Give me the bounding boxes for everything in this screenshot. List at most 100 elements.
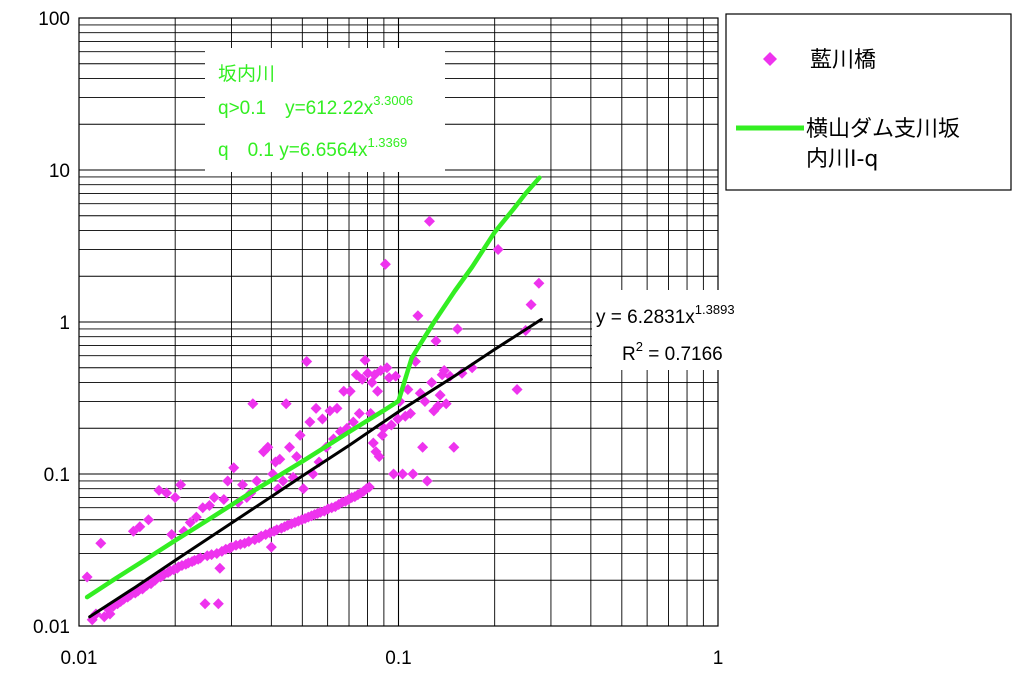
scatter-point (388, 468, 400, 480)
green-equation-2: q 0.1 y=6.6564x1.3369 (218, 135, 407, 161)
y-tick-label: 1 (59, 313, 70, 334)
scatter-point (432, 400, 444, 412)
x-tick-label: 1 (713, 648, 724, 669)
y-tick-labels: 0.01 0.1 1 10 100 (33, 9, 70, 638)
legend-label-sakauchi-line1: 横山ダム支川坂 (806, 117, 960, 142)
scatter-point (197, 502, 209, 514)
scatter-point (359, 354, 371, 366)
scatter-point (533, 277, 545, 289)
scatter-point (247, 398, 259, 410)
regression-r2: R2 = 0.7166 (622, 339, 723, 365)
y-tick-label: 100 (38, 9, 70, 30)
scatter-point (367, 437, 379, 449)
scatter-point (249, 534, 261, 546)
y-tick-label: 10 (49, 161, 70, 182)
scatter-point (304, 416, 316, 428)
scatter-point (277, 475, 289, 487)
regression-r2-value: = 0.7166 (643, 344, 723, 365)
scatter-point (294, 429, 306, 441)
scatter-point (492, 243, 504, 255)
scatter-point (344, 385, 356, 397)
x-tick-labels: 0.01 0.1 1 (61, 648, 724, 669)
scatter-point (203, 500, 215, 512)
green-annotation-box (205, 48, 445, 172)
green-equation-1-base: q>0.1 y=612.22x (218, 98, 374, 119)
y-tick-label: 0.1 (44, 465, 70, 486)
scatter-point (218, 493, 230, 505)
scatter-point (426, 376, 438, 388)
y-tick-label: 0.01 (33, 617, 70, 638)
scatter-point (356, 373, 368, 385)
scatter-point (390, 370, 402, 382)
scatter-point (421, 475, 433, 487)
scatter-point (274, 453, 286, 465)
scatter-point (166, 528, 178, 540)
scatter-point (95, 537, 107, 549)
scatter-point (310, 402, 322, 414)
scatter-point (81, 571, 93, 583)
scatter-point (237, 479, 249, 491)
scatter-point (175, 479, 187, 491)
scatter-point (448, 441, 460, 453)
green-equation-1-exponent: 3.3006 (373, 93, 413, 108)
scatter-point (440, 398, 452, 410)
regression-equation-base: y = 6.2831x (596, 307, 695, 328)
scatter-point (381, 362, 393, 374)
scatter-point (430, 335, 442, 347)
regression-line (88, 317, 543, 619)
sakauchi-iq-line (84, 175, 542, 600)
x-tick-label: 0.01 (61, 648, 98, 669)
regression-equation: y = 6.2831x1.3893 (596, 302, 735, 328)
scatter-point (407, 468, 419, 480)
series-layer (81, 175, 545, 626)
scatter-point (417, 441, 429, 453)
scatter-point (190, 511, 202, 523)
scatter-point (134, 521, 146, 533)
green-box-title: 坂内川 (218, 63, 275, 85)
scatter-point (525, 299, 537, 311)
legend-box (725, 13, 1012, 191)
scatter-point (291, 451, 303, 463)
scatter-point (511, 383, 523, 395)
regression-r2-base: R (622, 344, 636, 365)
scatter-point (372, 385, 384, 397)
scatter-point (161, 487, 173, 499)
scatter-point (265, 541, 277, 553)
scatter-point (452, 323, 464, 335)
scatter-point (104, 608, 116, 620)
scatter-point (284, 441, 296, 453)
regression-r2-exponent: 2 (636, 339, 643, 354)
scatter-point (397, 468, 409, 480)
scatter-point (184, 516, 196, 528)
legend-label-aikawabashi: 藍川橋 (810, 48, 876, 73)
x-tick-label: 0.1 (385, 648, 411, 669)
scatter-point (169, 492, 181, 504)
scatter-point (353, 408, 365, 420)
scatter-point (212, 598, 224, 610)
regression-annotation-box (592, 290, 777, 370)
scatter-point (347, 416, 359, 428)
green-equation-2-base: q 0.1 y=6.6564x (218, 140, 368, 161)
scatter-point (363, 481, 375, 493)
scatter-point (373, 451, 385, 463)
scatter-point (419, 395, 431, 407)
scatter-point (199, 598, 211, 610)
scatter-point (338, 385, 350, 397)
scatter-point (379, 258, 391, 270)
scatter-point (142, 514, 154, 526)
scatter-point (385, 419, 397, 431)
scatter-point (228, 462, 240, 474)
legend-marker-diamond (763, 52, 777, 66)
regression-equation-exponent: 1.3893 (695, 302, 735, 317)
scatter-point (214, 562, 226, 574)
scatter-point (331, 402, 343, 414)
scatter-point (251, 475, 263, 487)
green-equation-2-exponent: 1.3369 (367, 135, 407, 150)
scatter-point (404, 408, 416, 420)
scatter-point (208, 492, 220, 504)
scatter-point (222, 475, 234, 487)
legend-label-sakauchi-line2: 内川I-q (806, 147, 878, 172)
green-equation-1: q>0.1 y=612.22x3.3006 (218, 93, 413, 119)
scatter-point (280, 398, 292, 410)
